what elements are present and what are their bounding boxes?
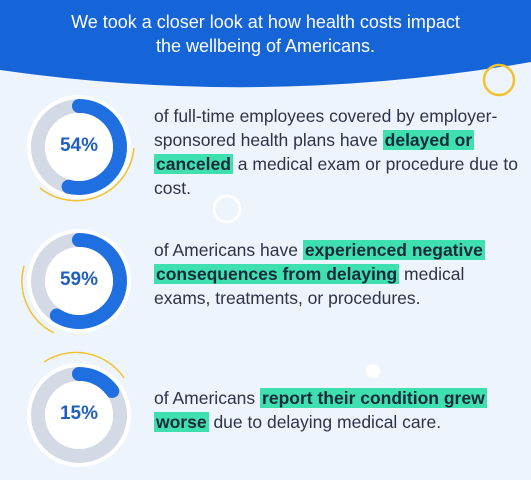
progress-ring [27,95,135,202]
stat-text-after: medical exams, treatments, or procedures… [154,264,465,308]
header-text: We took a closer look at how health cost… [0,10,531,58]
stat-item: 15% of Americans report their condition … [0,350,531,480]
ring-accent-arc [39,147,135,202]
stat-percent: 15% [59,403,99,424]
ring-inner [45,113,113,181]
stat-description: of full-time employees covered by employ… [154,104,524,200]
ring-progress [31,367,127,463]
ring-progress [31,99,127,195]
stat-item: 54% of full-time employees covered by em… [0,82,531,212]
ring-progress [31,233,127,329]
stat-description: of Americans have experienced negative c… [154,238,524,310]
decorative-circle-white [212,194,242,224]
header-line-1: We took a closer look at how health cost… [71,12,460,32]
ring-accent-arc [21,265,55,334]
decorative-circles [212,63,516,378]
stat-description: of Americans report their condition grew… [154,386,524,434]
decorative-circle-yellow [482,63,516,97]
stat-text-before: of Americans [154,388,261,408]
stat-text-after: a medical exam or procedure due to cost. [154,154,518,198]
header-line-2: the wellbeing of Americans. [155,36,376,56]
stat-percent: 54% [59,135,99,156]
decorative-dot-white [366,364,380,378]
progress-ring [21,229,131,334]
stat-text-after: due to delaying medical care. [208,412,442,432]
stat-item: 59% of Americans have experienced negati… [0,216,531,346]
stat-percent: 59% [59,269,99,290]
ring-inner [45,247,113,315]
stat-text-before: of Americans have [154,240,303,260]
ring-accent-arc [43,351,125,379]
header-banner [0,0,531,88]
stat-text-before: of full-time employees covered by employ… [154,106,498,150]
ring-inner [45,381,113,449]
